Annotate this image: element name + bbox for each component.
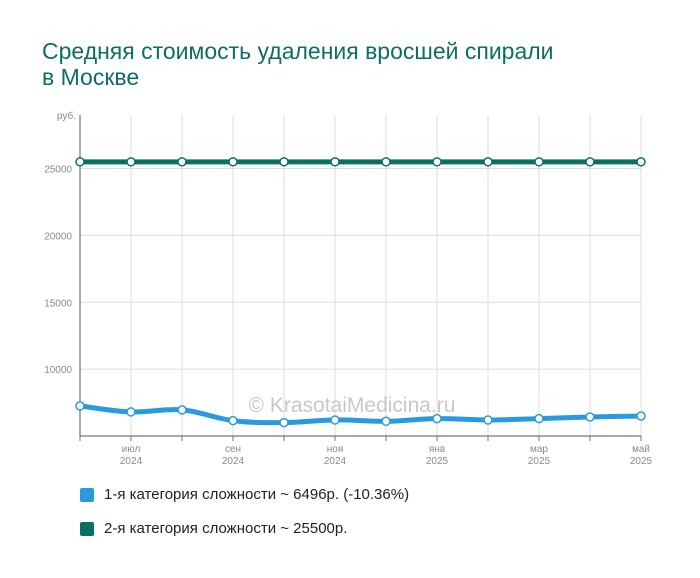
legend-swatch-2 <box>80 521 94 536</box>
x-tick-year: 2024 <box>120 456 143 467</box>
x-tick-month: ноя <box>327 444 344 455</box>
chart-title-line1: Средняя стоимость удаления вросшей спира… <box>42 38 554 64</box>
data-point-2 <box>75 157 85 167</box>
legend-label-2: 2-я категория сложности ~ 25500р. <box>104 520 348 537</box>
y-tick-label: 20000 <box>44 231 72 242</box>
x-tick-year: 2025 <box>426 456 449 467</box>
data-point-1 <box>75 401 85 411</box>
data-point-2 <box>381 157 391 167</box>
x-tick-month: май <box>632 444 650 455</box>
data-point-1 <box>330 415 340 425</box>
data-point-1 <box>483 415 493 425</box>
data-point-1 <box>432 413 442 424</box>
data-point-2 <box>279 157 289 167</box>
chart-title: Средняя стоимость удаления вросшей спира… <box>42 38 642 90</box>
legend-label-1: 1-я категория сложности ~ 6496р. (-10.36… <box>104 486 410 503</box>
x-tick-year: 2025 <box>630 456 653 467</box>
data-point-1 <box>126 407 136 417</box>
x-tick-year: 2024 <box>324 456 347 467</box>
data-point-2 <box>636 157 646 167</box>
x-tick-month: июл <box>122 444 141 455</box>
legend-item-2[interactable]: 2-я категория сложности ~ 25500р. <box>80 520 347 537</box>
x-tick-year: 2024 <box>222 456 245 467</box>
data-point-2 <box>534 157 544 167</box>
data-point-1 <box>636 411 646 421</box>
chart-title-line2: в Москве <box>42 64 140 90</box>
legend-swatch-1 <box>80 487 94 502</box>
series-group <box>75 157 646 428</box>
y-tick-label: 15000 <box>44 298 72 309</box>
data-point-2 <box>330 157 340 167</box>
line-chart: 10000150002000025000руб.июл2024сен2024но… <box>44 110 652 467</box>
data-point-1 <box>177 405 187 415</box>
data-point-1 <box>534 413 544 424</box>
data-point-2 <box>177 157 187 167</box>
legend-item-1[interactable]: 1-я категория сложности ~ 6496р. (-10.36… <box>80 486 409 503</box>
data-point-1 <box>381 416 391 427</box>
x-tick-month: янв <box>429 444 445 455</box>
y-tick-label: 25000 <box>44 165 72 176</box>
y-axis-unit: руб. <box>57 110 76 122</box>
data-point-1 <box>279 417 289 428</box>
x-tick-month: сен <box>225 444 241 455</box>
data-point-2 <box>228 157 238 167</box>
data-point-2 <box>432 157 442 167</box>
y-tick-label: 10000 <box>44 365 72 376</box>
data-point-2 <box>585 157 595 167</box>
data-point-1 <box>585 412 595 422</box>
data-point-1 <box>228 415 238 426</box>
x-tick-year: 2025 <box>528 456 551 467</box>
axes: 10000150002000025000руб.июл2024сен2024но… <box>44 110 652 467</box>
x-tick-month: мар <box>530 444 548 455</box>
data-point-2 <box>126 157 136 167</box>
grid <box>79 115 642 436</box>
watermark: © KrasotaiMedicina.ru <box>249 394 456 417</box>
data-point-2 <box>483 157 493 167</box>
